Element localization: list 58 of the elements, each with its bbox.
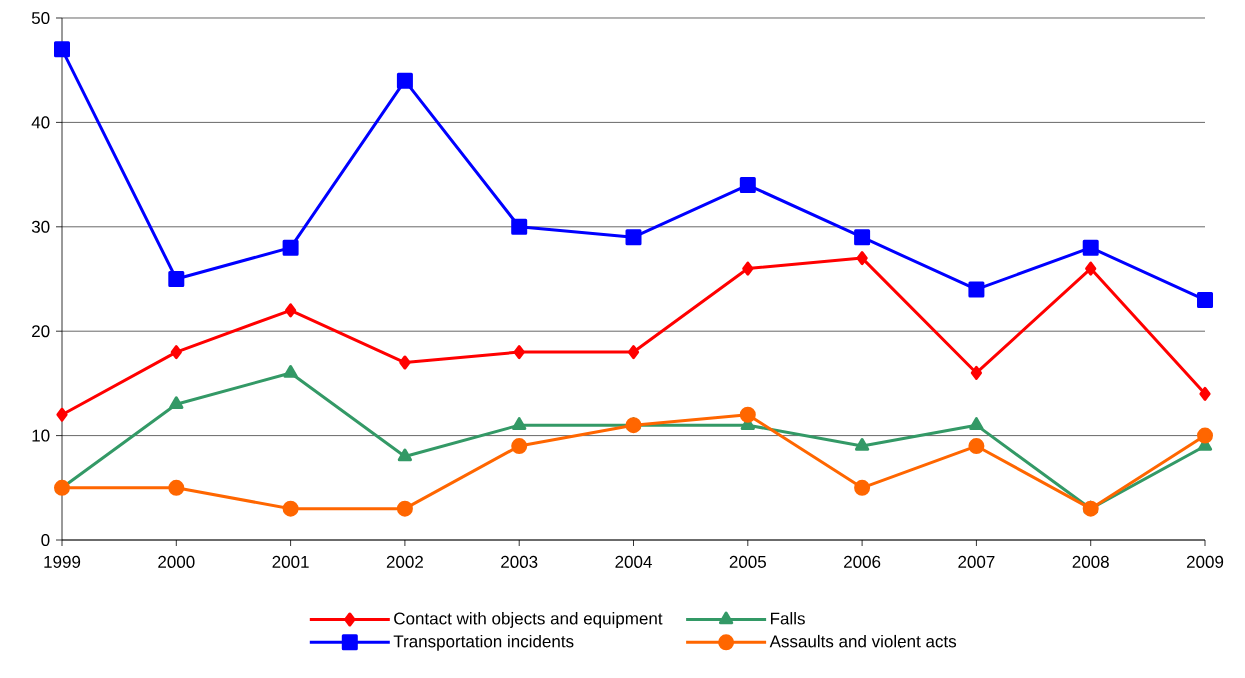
point	[1085, 261, 1097, 276]
point	[742, 261, 754, 276]
point	[739, 406, 756, 423]
point	[282, 239, 299, 256]
point	[284, 303, 297, 318]
x-tick-label: 2005	[729, 555, 766, 568]
point	[968, 438, 985, 455]
x-tick-label: 2008	[1072, 555, 1109, 568]
point	[1197, 291, 1214, 308]
point	[513, 345, 525, 360]
x-tick-label: 2004	[615, 555, 652, 568]
point	[283, 364, 298, 378]
y-tick-label: 10	[32, 429, 50, 442]
y-tick-label: 40	[31, 116, 50, 129]
point	[396, 500, 413, 517]
point	[397, 448, 413, 462]
point	[168, 271, 185, 287]
x-tick-label: 2007	[958, 555, 995, 568]
point	[512, 417, 527, 430]
point	[969, 417, 984, 430]
point	[1082, 239, 1099, 256]
x-tick-label: 2001	[272, 555, 309, 568]
point	[282, 500, 299, 517]
point	[1199, 386, 1211, 401]
point	[625, 417, 642, 434]
point	[170, 345, 182, 360]
point	[854, 229, 871, 246]
x-tick-label: 2003	[501, 555, 538, 568]
y-tick-label: 20	[32, 325, 50, 338]
legend-label: Assaults and violent acts	[769, 634, 957, 648]
y-tick-label: 50	[31, 11, 50, 25]
point	[627, 345, 640, 360]
point	[1197, 427, 1214, 444]
point	[970, 365, 983, 380]
point	[54, 41, 70, 58]
point	[511, 218, 528, 235]
point	[856, 251, 868, 266]
x-tick-label: 2002	[386, 555, 423, 568]
point	[56, 407, 68, 422]
x-tick-label: 2000	[158, 555, 195, 568]
point	[168, 479, 185, 496]
point	[739, 177, 756, 194]
x-tick-label: 1999	[44, 555, 81, 568]
point	[399, 355, 411, 370]
legend-label: Transportation incidents	[393, 634, 574, 651]
y-tick-label: 30	[31, 220, 50, 233]
point	[854, 438, 870, 451]
y-tick-label: 0	[41, 533, 50, 547]
x-tick-label: 2006	[844, 555, 881, 568]
point	[625, 229, 642, 246]
point	[968, 281, 985, 298]
point	[396, 72, 413, 89]
point	[854, 479, 871, 496]
legend-label: Falls	[771, 612, 805, 625]
point	[169, 396, 184, 410]
legend-label: Contact with objects and equipment	[394, 612, 663, 628]
point	[511, 438, 528, 455]
x-tick-label: 2009	[1186, 555, 1224, 568]
